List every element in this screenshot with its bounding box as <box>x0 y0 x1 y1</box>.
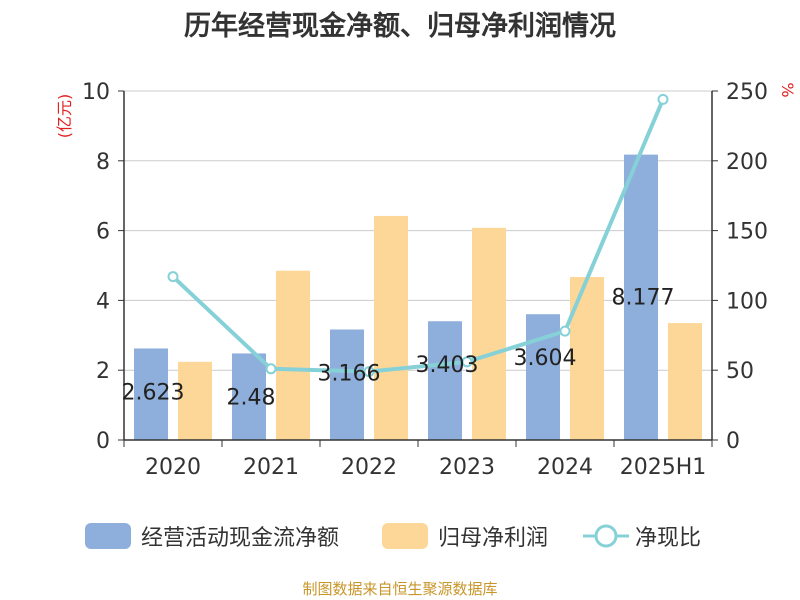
data-label-cashflow: 8.177 <box>612 286 675 311</box>
right-tick-label: 200 <box>726 150 768 175</box>
bar-cashflow-2020 <box>134 348 168 440</box>
chart-title: 历年经营现金净额、归母净利润情况 <box>184 11 616 42</box>
data-label-cashflow: 2.623 <box>122 380 185 405</box>
bar-net-profit-2020 <box>178 361 212 440</box>
grid-lines <box>124 90 712 371</box>
bar-cashflow-2023 <box>428 321 462 440</box>
right-tick-label: 0 <box>726 429 740 454</box>
right-tick-label: 250 <box>726 80 768 105</box>
right-tick-label: 100 <box>726 289 768 314</box>
bar-series <box>134 154 702 441</box>
legend-label-cash-ratio: 净现比 <box>635 526 702 551</box>
data-labels: 2.623 2.48 3.166 3.403 3.604 8.177 <box>122 286 675 411</box>
x-tick-label: 2025H1 <box>620 455 707 480</box>
point-cash-ratio-2024 <box>559 325 571 337</box>
right-axis-unit-label: % <box>778 82 797 97</box>
bar-cashflow-2021 <box>232 353 266 440</box>
legend-swatch-cashflow <box>85 523 131 549</box>
point-cash-ratio-2025H1 <box>657 93 669 105</box>
line-cash-ratio <box>171 98 665 374</box>
axes <box>118 90 718 447</box>
bar-net-profit-2025H1 <box>668 323 702 440</box>
left-tick-label: 0 <box>96 429 110 454</box>
bar-cashflow-2022 <box>330 329 364 440</box>
x-tick-label: 2023 <box>439 455 495 480</box>
legend-label-net-profit: 归母净利润 <box>438 526 549 551</box>
legend-item-net-profit[interactable]: 归母净利润 <box>382 516 548 556</box>
legend-item-cash-ratio[interactable]: 净现比 <box>583 516 701 556</box>
legend: 经营活动现金流净额 归母净利润 净现比 <box>0 516 800 556</box>
point-cash-ratio-2022 <box>363 366 375 378</box>
legend-item-cashflow[interactable]: 经营活动现金流净额 <box>85 516 339 556</box>
right-tick-label: 50 <box>726 359 754 384</box>
bar-cashflow-2025H1 <box>624 154 658 441</box>
line-series <box>167 93 669 378</box>
left-tick-label: 4 <box>96 289 110 314</box>
data-label-cashflow: 2.48 <box>227 385 276 410</box>
data-source-note: 制图数据来自恒生聚源数据库 <box>302 580 498 598</box>
data-label-cashflow: 3.403 <box>416 353 479 378</box>
data-label-cashflow: 3.166 <box>318 362 381 387</box>
legend-swatch-cash-ratio <box>583 524 629 548</box>
left-tick-label: 10 <box>82 80 110 105</box>
bar-net-profit-2021 <box>276 270 310 440</box>
point-cash-ratio-2023 <box>461 356 473 368</box>
left-tick-label: 8 <box>96 150 110 175</box>
legend-swatch-net-profit <box>382 523 428 549</box>
x-tick-label: 2020 <box>145 455 201 480</box>
right-tick-label: 150 <box>726 220 768 245</box>
left-axis-unit-label: (亿元) <box>55 94 74 139</box>
left-tick-label: 2 <box>96 359 110 384</box>
x-tick-label: 2021 <box>243 455 299 480</box>
left-tick-label: 6 <box>96 220 110 245</box>
bar-net-profit-2023 <box>472 227 506 440</box>
point-cash-ratio-2020 <box>167 271 179 283</box>
x-tick-label: 2022 <box>341 455 397 480</box>
data-label-cashflow: 3.604 <box>514 346 577 371</box>
x-tick-label: 2024 <box>537 455 593 480</box>
legend-label-cashflow: 经营活动现金流净额 <box>141 526 340 551</box>
point-cash-ratio-2021 <box>265 363 277 375</box>
bar-net-profit-2022 <box>374 215 408 440</box>
